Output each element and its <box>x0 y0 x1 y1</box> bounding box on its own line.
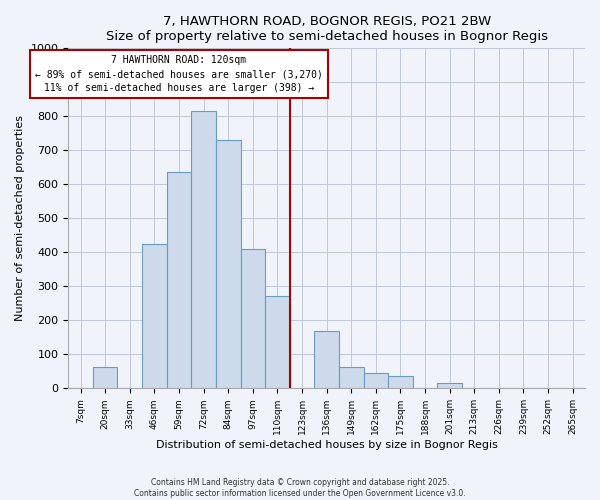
Bar <box>191 111 216 388</box>
Bar <box>388 376 413 388</box>
Y-axis label: Number of semi-detached properties: Number of semi-detached properties <box>15 116 25 322</box>
Title: 7, HAWTHORN ROAD, BOGNOR REGIS, PO21 2BW
Size of property relative to semi-detac: 7, HAWTHORN ROAD, BOGNOR REGIS, PO21 2BW… <box>106 15 548 43</box>
Bar <box>314 331 339 388</box>
Text: Contains HM Land Registry data © Crown copyright and database right 2025.
Contai: Contains HM Land Registry data © Crown c… <box>134 478 466 498</box>
Bar <box>216 140 241 388</box>
Bar <box>437 382 462 388</box>
Bar <box>241 249 265 388</box>
X-axis label: Distribution of semi-detached houses by size in Bognor Regis: Distribution of semi-detached houses by … <box>156 440 497 450</box>
Text: 7 HAWTHORN ROAD: 120sqm
← 89% of semi-detached houses are smaller (3,270)
11% of: 7 HAWTHORN ROAD: 120sqm ← 89% of semi-de… <box>35 55 323 93</box>
Bar <box>339 368 364 388</box>
Bar <box>93 368 118 388</box>
Bar <box>364 373 388 388</box>
Bar <box>265 296 290 388</box>
Bar <box>142 244 167 388</box>
Bar <box>167 172 191 388</box>
